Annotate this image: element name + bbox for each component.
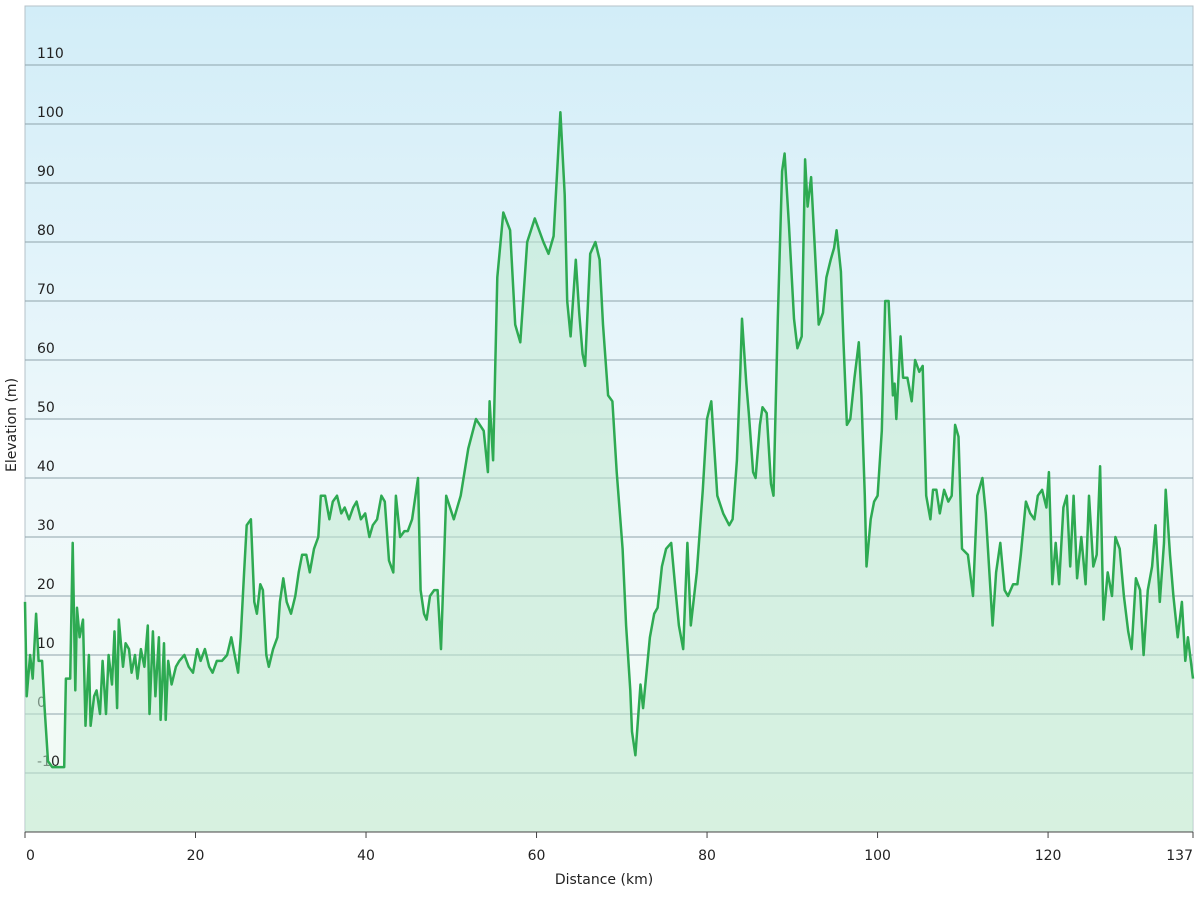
x-tick-label: 40 bbox=[357, 848, 375, 864]
y-tick-label: 100 bbox=[37, 105, 64, 121]
area-fill bbox=[25, 112, 1193, 832]
x-tick-label: 0 bbox=[26, 848, 35, 864]
y-tick-label: 80 bbox=[37, 223, 55, 239]
y-tick-label: 70 bbox=[37, 282, 55, 298]
y-tick-label: 50 bbox=[37, 400, 55, 416]
x-tick-label: 60 bbox=[528, 848, 546, 864]
y-tick-label: 10 bbox=[37, 636, 55, 652]
x-tick-label: 20 bbox=[187, 848, 205, 864]
y-tick-label: 90 bbox=[37, 164, 55, 180]
x-tick-label: 137 bbox=[1166, 848, 1193, 864]
y-tick-label: 20 bbox=[37, 577, 55, 593]
x-tick-label: 100 bbox=[864, 848, 891, 864]
y-axis-label: Elevation (m) bbox=[4, 378, 20, 472]
x-tick-label: 80 bbox=[698, 848, 716, 864]
elevation-line bbox=[23, 110, 1195, 769]
y-tick-label: 60 bbox=[37, 341, 55, 357]
x-tick-label: 120 bbox=[1035, 848, 1062, 864]
y-tick-label: 40 bbox=[37, 459, 55, 475]
x-axis-label: Distance (km) bbox=[555, 872, 653, 888]
y-tick-label: 30 bbox=[37, 518, 55, 534]
y-tick-label: 110 bbox=[37, 46, 64, 62]
